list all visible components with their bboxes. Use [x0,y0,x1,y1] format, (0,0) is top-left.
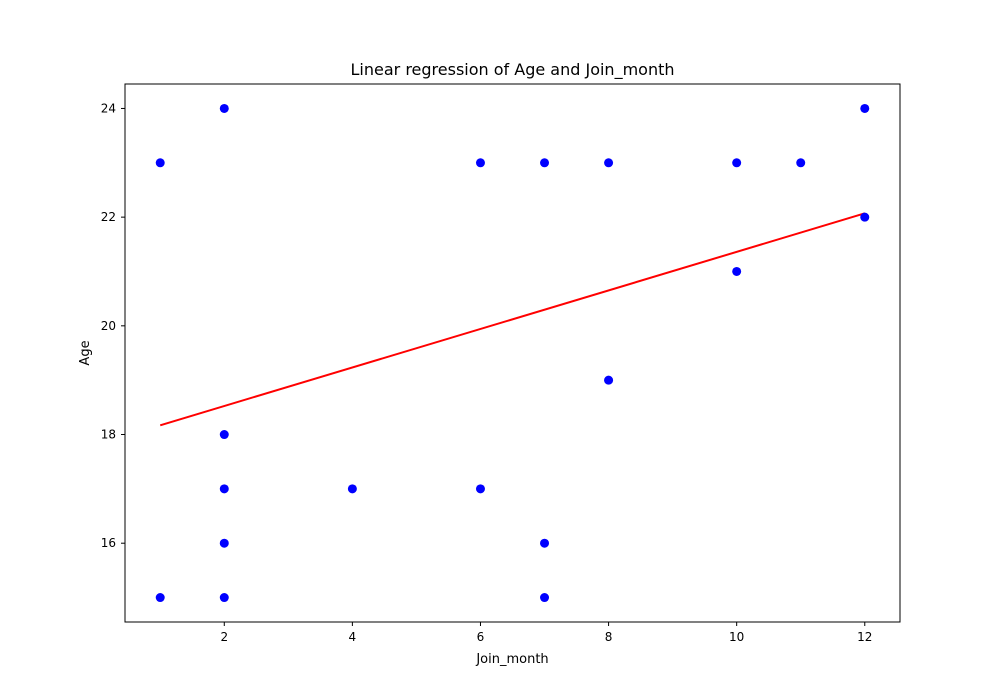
x-tick-label: 2 [220,630,228,644]
data-point [604,375,614,385]
y-tick-label: 16 [101,536,116,550]
y-axis-label: Age [78,340,93,365]
data-point [155,593,165,603]
regression-line [159,212,866,427]
data-point [860,212,870,222]
data-point [219,538,229,548]
x-axis-label: Join_month [475,652,548,667]
data-point [347,484,357,494]
chart-title: Linear regression of Age and Join_month [351,60,675,80]
data-point [219,430,229,440]
data-point [219,593,229,603]
data-point [796,158,806,168]
x-axis-ticks: 2 4 6 8 10 12 [220,622,872,644]
data-point [219,484,229,494]
data-point [475,158,485,168]
x-tick-label: 4 [349,630,357,644]
y-tick-label: 22 [101,210,116,224]
y-tick-label: 24 [101,101,116,115]
data-point [860,103,870,113]
y-tick-label: 18 [101,428,116,442]
data-point [155,158,165,168]
x-tick-label: 10 [729,630,744,644]
data-point [219,103,229,113]
data-point [540,158,550,168]
data-point [540,538,550,548]
y-tick-label: 20 [101,319,116,333]
data-point [732,266,742,276]
data-marks [155,103,870,603]
plot-area [125,84,900,622]
data-point [475,484,485,494]
data-point [732,158,742,168]
data-point [604,158,614,168]
y-axis-ticks: 16 18 20 22 24 [101,101,125,550]
x-tick-label: 6 [477,630,485,644]
data-point [540,593,550,603]
x-tick-label: 8 [605,630,613,644]
x-tick-label: 12 [857,630,872,644]
axes-frame [124,83,901,623]
